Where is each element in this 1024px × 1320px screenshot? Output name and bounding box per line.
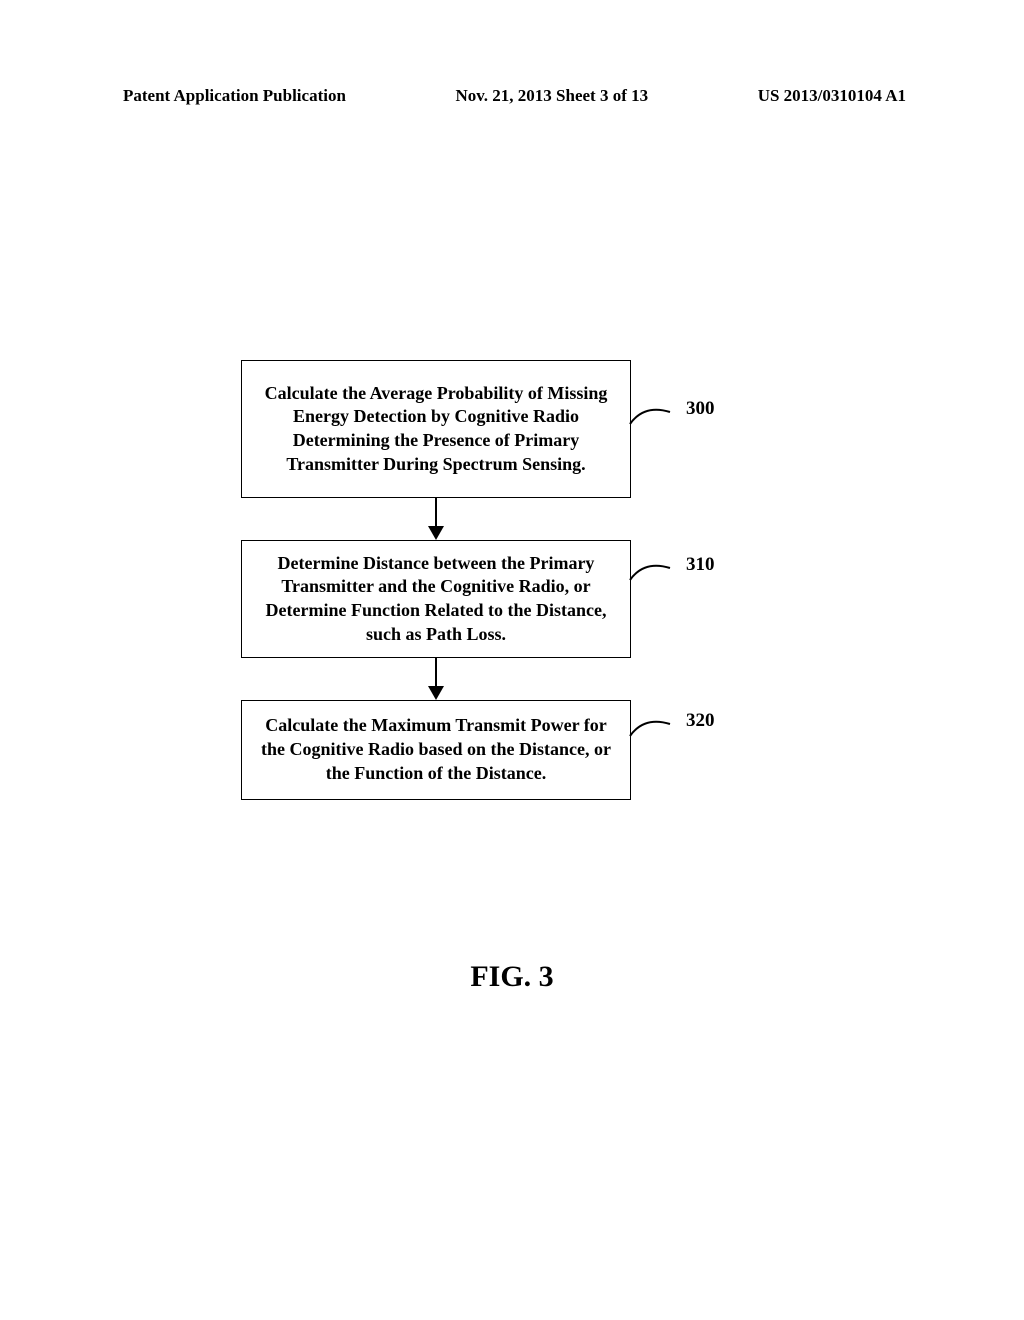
ref-leader-320 — [626, 712, 674, 740]
header-left: Patent Application Publication — [123, 86, 346, 106]
flow-node-320: Calculate the Maximum Transmit Power for… — [241, 700, 631, 800]
flow-node-310: Determine Distance between the Primary T… — [241, 540, 631, 658]
flow-arrow-1 — [426, 498, 446, 540]
flow-node-300: Calculate the Average Probability of Mis… — [241, 360, 631, 498]
page-header: Patent Application Publication Nov. 21, … — [0, 86, 1024, 106]
flow-arrow-2 — [426, 658, 446, 700]
flow-node-text: Calculate the Maximum Transmit Power for… — [256, 714, 616, 785]
flow-node-text: Calculate the Average Probability of Mis… — [256, 382, 616, 477]
header-center: Nov. 21, 2013 Sheet 3 of 13 — [455, 86, 648, 106]
figure-caption: FIG. 3 — [0, 960, 1024, 994]
flow-node-text: Determine Distance between the Primary T… — [256, 552, 616, 647]
ref-label-310: 310 — [686, 554, 715, 576]
ref-label-300: 300 — [686, 398, 715, 420]
ref-leader-300 — [626, 400, 674, 428]
ref-leader-310 — [626, 556, 674, 584]
header-right: US 2013/0310104 A1 — [758, 86, 906, 106]
ref-label-320: 320 — [686, 710, 715, 732]
